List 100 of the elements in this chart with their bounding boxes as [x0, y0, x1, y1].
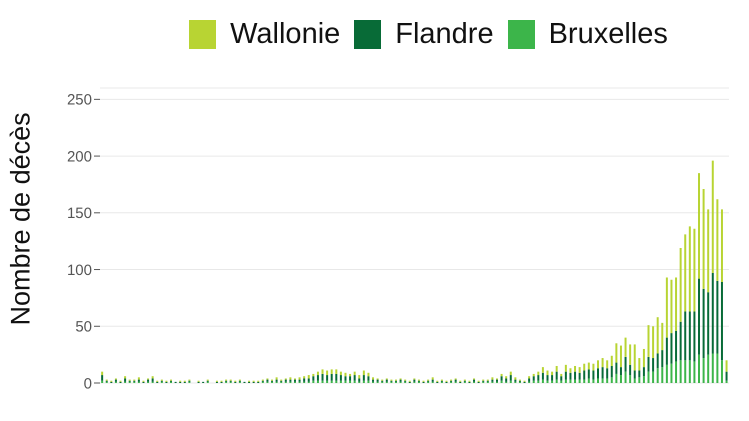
bar	[322, 369, 324, 374]
bar	[602, 367, 604, 378]
y-tick-label: 250	[66, 92, 92, 109]
bar	[322, 374, 324, 381]
bar	[707, 292, 710, 355]
bar	[564, 380, 567, 383]
bar	[344, 376, 346, 381]
bar	[624, 356, 627, 372]
bar	[583, 370, 586, 380]
bar	[684, 312, 686, 360]
bar	[556, 380, 558, 383]
bar	[629, 344, 632, 365]
bar	[597, 368, 599, 378]
bar	[648, 356, 650, 372]
bar	[500, 376, 503, 381]
bar	[624, 338, 627, 357]
bar	[308, 375, 310, 378]
bar	[564, 372, 567, 380]
bar	[656, 354, 659, 368]
bar	[574, 366, 576, 372]
bar	[537, 375, 540, 381]
bar	[578, 367, 581, 373]
bar	[712, 272, 714, 354]
bar	[707, 354, 710, 383]
bar	[712, 354, 714, 383]
bar	[638, 377, 640, 383]
bar	[620, 346, 622, 368]
bar	[702, 358, 705, 383]
bar	[602, 378, 604, 383]
bar	[510, 375, 512, 381]
bar	[578, 380, 581, 383]
bar	[648, 372, 650, 383]
bar	[634, 378, 636, 383]
bar	[675, 277, 678, 331]
bar	[688, 226, 691, 312]
bar	[546, 375, 548, 381]
bar	[340, 372, 342, 376]
bar	[101, 375, 104, 381]
bar	[688, 312, 691, 360]
bar	[510, 372, 512, 376]
bar	[560, 376, 562, 381]
bar	[588, 378, 590, 383]
bar	[569, 380, 572, 383]
bar	[569, 372, 572, 380]
bar	[330, 369, 333, 374]
bar	[652, 358, 654, 372]
bar	[698, 354, 700, 383]
bar	[638, 370, 640, 378]
bar	[592, 370, 594, 380]
bar	[698, 278, 700, 355]
bar	[702, 188, 705, 289]
bar	[362, 375, 365, 381]
bar	[303, 378, 306, 382]
bar	[606, 360, 608, 368]
bar	[666, 338, 668, 365]
bar	[602, 358, 604, 368]
bar	[358, 375, 360, 378]
bar	[532, 376, 535, 381]
bar	[684, 360, 686, 383]
bar	[564, 364, 567, 372]
bar	[556, 372, 558, 380]
bar	[606, 368, 608, 378]
bar	[335, 374, 338, 381]
bar	[610, 366, 613, 378]
bar	[574, 380, 576, 383]
bar	[656, 368, 659, 383]
bar	[551, 372, 554, 376]
bar	[698, 173, 700, 279]
legend-label: Flandre	[395, 18, 494, 51]
bar	[588, 362, 590, 370]
bar	[542, 380, 544, 383]
bar	[666, 364, 668, 383]
bar	[720, 209, 723, 282]
bar	[578, 372, 581, 380]
bar	[670, 333, 672, 364]
bar	[542, 372, 544, 380]
bar	[638, 358, 640, 371]
bar	[354, 372, 356, 376]
bar	[551, 375, 554, 381]
bar	[661, 322, 664, 350]
y-axis-title: Nombre de décès	[6, 112, 36, 326]
bar	[620, 367, 622, 376]
bar	[308, 378, 310, 382]
bar	[610, 377, 613, 383]
bar	[720, 282, 723, 360]
bar	[583, 364, 586, 371]
bar	[615, 362, 618, 374]
bar	[675, 361, 678, 383]
bar	[597, 378, 599, 383]
bar	[707, 209, 710, 292]
bar	[610, 356, 613, 366]
bar	[661, 367, 664, 383]
bar	[675, 330, 678, 362]
bar	[101, 372, 104, 376]
bar	[592, 364, 594, 371]
bar	[726, 360, 728, 372]
bar	[716, 199, 718, 281]
bar	[670, 364, 672, 383]
bar	[340, 375, 342, 381]
bar	[556, 366, 558, 372]
